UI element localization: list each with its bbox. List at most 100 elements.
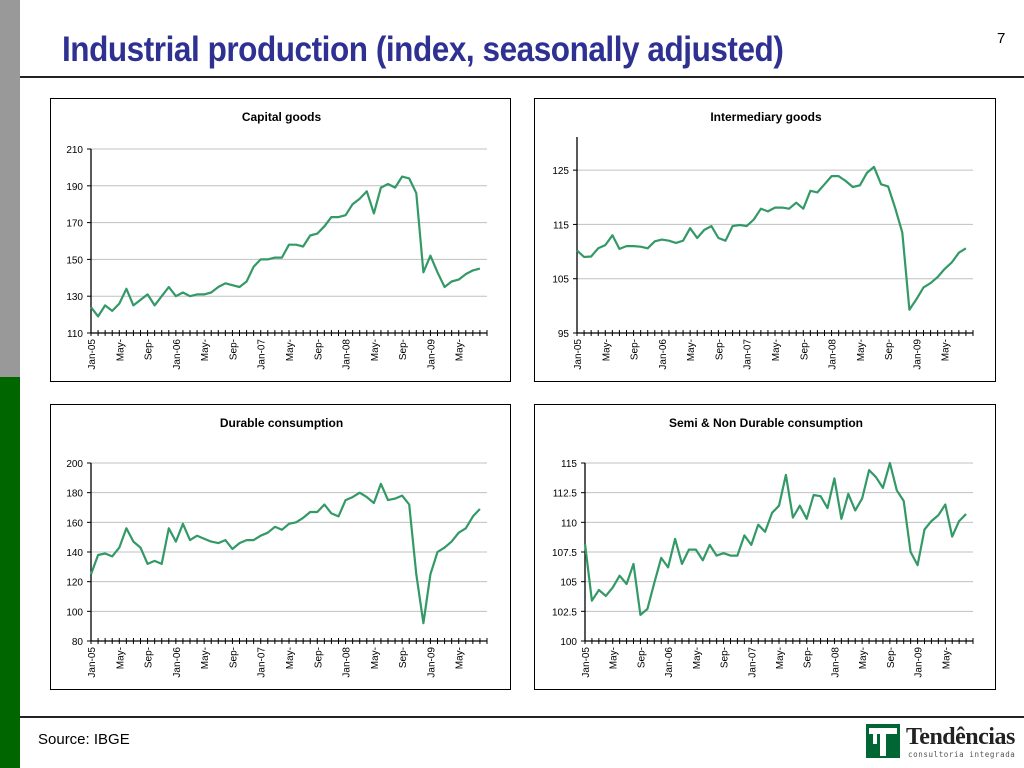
chart-panel-intermediary-goods: Intermediary goods 95 105 115 125 Jan-05 May- S… [534, 98, 996, 382]
sidebar-gray-bar [0, 0, 20, 377]
x-tick-label: Jan-09 [912, 339, 923, 370]
x-tick-label: Jan-07 [257, 647, 268, 678]
y-tick-label: 110 [67, 329, 83, 340]
page-number: 7 [997, 30, 1006, 47]
series-line [583, 461, 967, 616]
logo-brand-text: Tendências [906, 724, 1015, 750]
y-tick-label: 105 [560, 578, 577, 589]
y-tick-label: 112.5 [553, 489, 578, 500]
x-tick-label: Sep- [636, 647, 647, 668]
y-tick-label: 102.5 [552, 607, 577, 618]
slide-title: Industrial production (index, seasonally… [62, 30, 784, 69]
y-tick-label: 140 [66, 548, 83, 559]
chart-title: Capital goods [242, 110, 322, 124]
tendencias-logo-icon [866, 724, 900, 758]
header-divider [20, 76, 1024, 78]
x-tick-label: May- [771, 339, 782, 361]
y-tick-label: 115 [553, 220, 569, 231]
x-tick-label: May- [601, 339, 612, 361]
chart-svg: Capital goods 110 130 150 170 190 210 Jan-05 May… [66, 110, 488, 370]
chart-title: Durable consumption [220, 416, 343, 430]
y-tick-label: 170 [66, 219, 83, 230]
x-tick-label: May- [115, 647, 126, 669]
x-tick-label: Jan-05 [581, 647, 592, 678]
x-tick-label: May- [941, 647, 952, 669]
y-tick-label: 120 [66, 578, 83, 589]
y-tick-label: 180 [66, 489, 83, 500]
x-tick-label: May- [858, 647, 869, 669]
company-logo: Tendências consultoria integrada [866, 724, 1016, 760]
x-tick-label: May- [686, 339, 697, 361]
x-tick-label: May- [455, 339, 466, 361]
x-tick-label: Sep- [398, 339, 409, 360]
series-line [89, 482, 481, 625]
x-tick-label: May- [285, 339, 296, 361]
logo-tagline: consultoria integrada [908, 750, 1016, 759]
x-tick-label: Jan-09 [914, 647, 925, 678]
y-tick-label: 125 [552, 166, 569, 177]
y-tick-label: 210 [66, 145, 83, 156]
x-tick-label: May- [200, 647, 211, 669]
x-tick-label: Sep- [313, 647, 324, 668]
x-tick-label: Sep- [886, 647, 897, 668]
x-tick-label: Sep- [630, 339, 641, 360]
y-tick-label: 130 [66, 292, 83, 303]
chart-panel-semi-non-durable-consumption: Semi & Non Durable consumption 100 102.5 10… [534, 404, 996, 690]
chart-panel-durable-consumption: Durable consumption 80 100 120 140 160 180 200 J… [50, 404, 511, 690]
x-tick-label: May- [285, 647, 296, 669]
x-tick-label: Jan-06 [172, 339, 183, 370]
x-tick-label: May- [609, 647, 620, 669]
x-tick-label: May- [200, 339, 211, 361]
x-tick-label: Jan-08 [830, 647, 841, 678]
x-tick-label: Jan-06 [664, 647, 675, 678]
x-tick-label: Sep- [144, 339, 155, 360]
x-tick-label: Sep- [313, 339, 324, 360]
x-tick-label: Sep- [803, 647, 814, 668]
x-tick-label: Jan-08 [342, 647, 353, 678]
y-tick-label: 115 [561, 459, 577, 470]
x-tick-label: Jan-05 [87, 647, 98, 678]
x-tick-label: Jan-08 [828, 339, 839, 370]
chart-title: Semi & Non Durable consumption [669, 416, 863, 430]
sidebar-green-bar [0, 377, 20, 768]
chart-svg: Intermediary goods 95 105 115 125 Jan-05 May- S… [552, 110, 974, 370]
y-tick-label: 105 [552, 275, 569, 286]
x-tick-label: Jan-07 [743, 339, 754, 370]
x-tick-label: May- [370, 647, 381, 669]
x-tick-label: May- [455, 647, 466, 669]
x-tick-label: Jan-05 [87, 339, 98, 370]
x-tick-label: Jan-08 [342, 339, 353, 370]
y-tick-label: 80 [72, 637, 84, 648]
x-tick-label: Jan-06 [172, 647, 183, 678]
chart-svg: Durable consumption 80 100 120 140 160 180 200 J… [66, 416, 488, 678]
y-tick-label: 100 [66, 607, 83, 618]
x-tick-label: May- [370, 339, 381, 361]
x-tick-label: Sep- [720, 647, 731, 668]
x-tick-label: Sep- [144, 647, 155, 668]
x-tick-label: May- [115, 339, 126, 361]
series-line [90, 175, 481, 318]
y-tick-label: 200 [66, 459, 83, 470]
x-tick-label: Sep- [228, 339, 239, 360]
x-tick-label: Jan-09 [426, 647, 437, 678]
y-tick-label: 95 [558, 329, 570, 340]
footer-divider [20, 716, 1024, 718]
x-tick-label: May- [692, 647, 703, 669]
x-tick-label: Jan-07 [257, 339, 268, 370]
x-tick-label: Sep- [398, 647, 409, 668]
chart-panel-capital-goods: Capital goods 110 130 150 170 190 210 Jan-05 May… [50, 98, 511, 382]
chart-title: Intermediary goods [710, 110, 822, 124]
y-tick-label: 160 [66, 518, 83, 529]
x-tick-label: Sep- [228, 647, 239, 668]
chart-svg: Semi & Non Durable consumption 100 102.5 10… [552, 416, 974, 678]
y-tick-label: 100 [560, 637, 577, 648]
x-tick-label: Sep- [714, 339, 725, 360]
source-note: Source: IBGE [38, 731, 130, 748]
y-tick-label: 110 [561, 518, 577, 529]
x-tick-label: May- [775, 647, 786, 669]
y-tick-label: 107.5 [552, 548, 577, 559]
series-line [576, 165, 967, 311]
x-tick-label: May- [856, 339, 867, 361]
y-tick-label: 150 [66, 255, 83, 266]
x-tick-label: Jan-07 [747, 647, 758, 678]
